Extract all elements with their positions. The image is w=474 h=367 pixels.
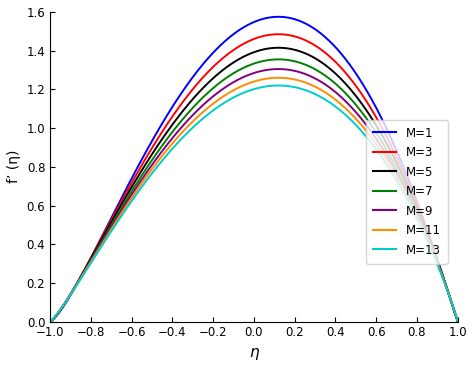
Y-axis label: f’ (η): f’ (η) — [7, 150, 21, 184]
X-axis label: η: η — [249, 345, 259, 360]
Legend: M=1, M=3, M=5, M=7, M=9, M=11, M=13: M=1, M=3, M=5, M=7, M=9, M=11, M=13 — [365, 120, 448, 264]
